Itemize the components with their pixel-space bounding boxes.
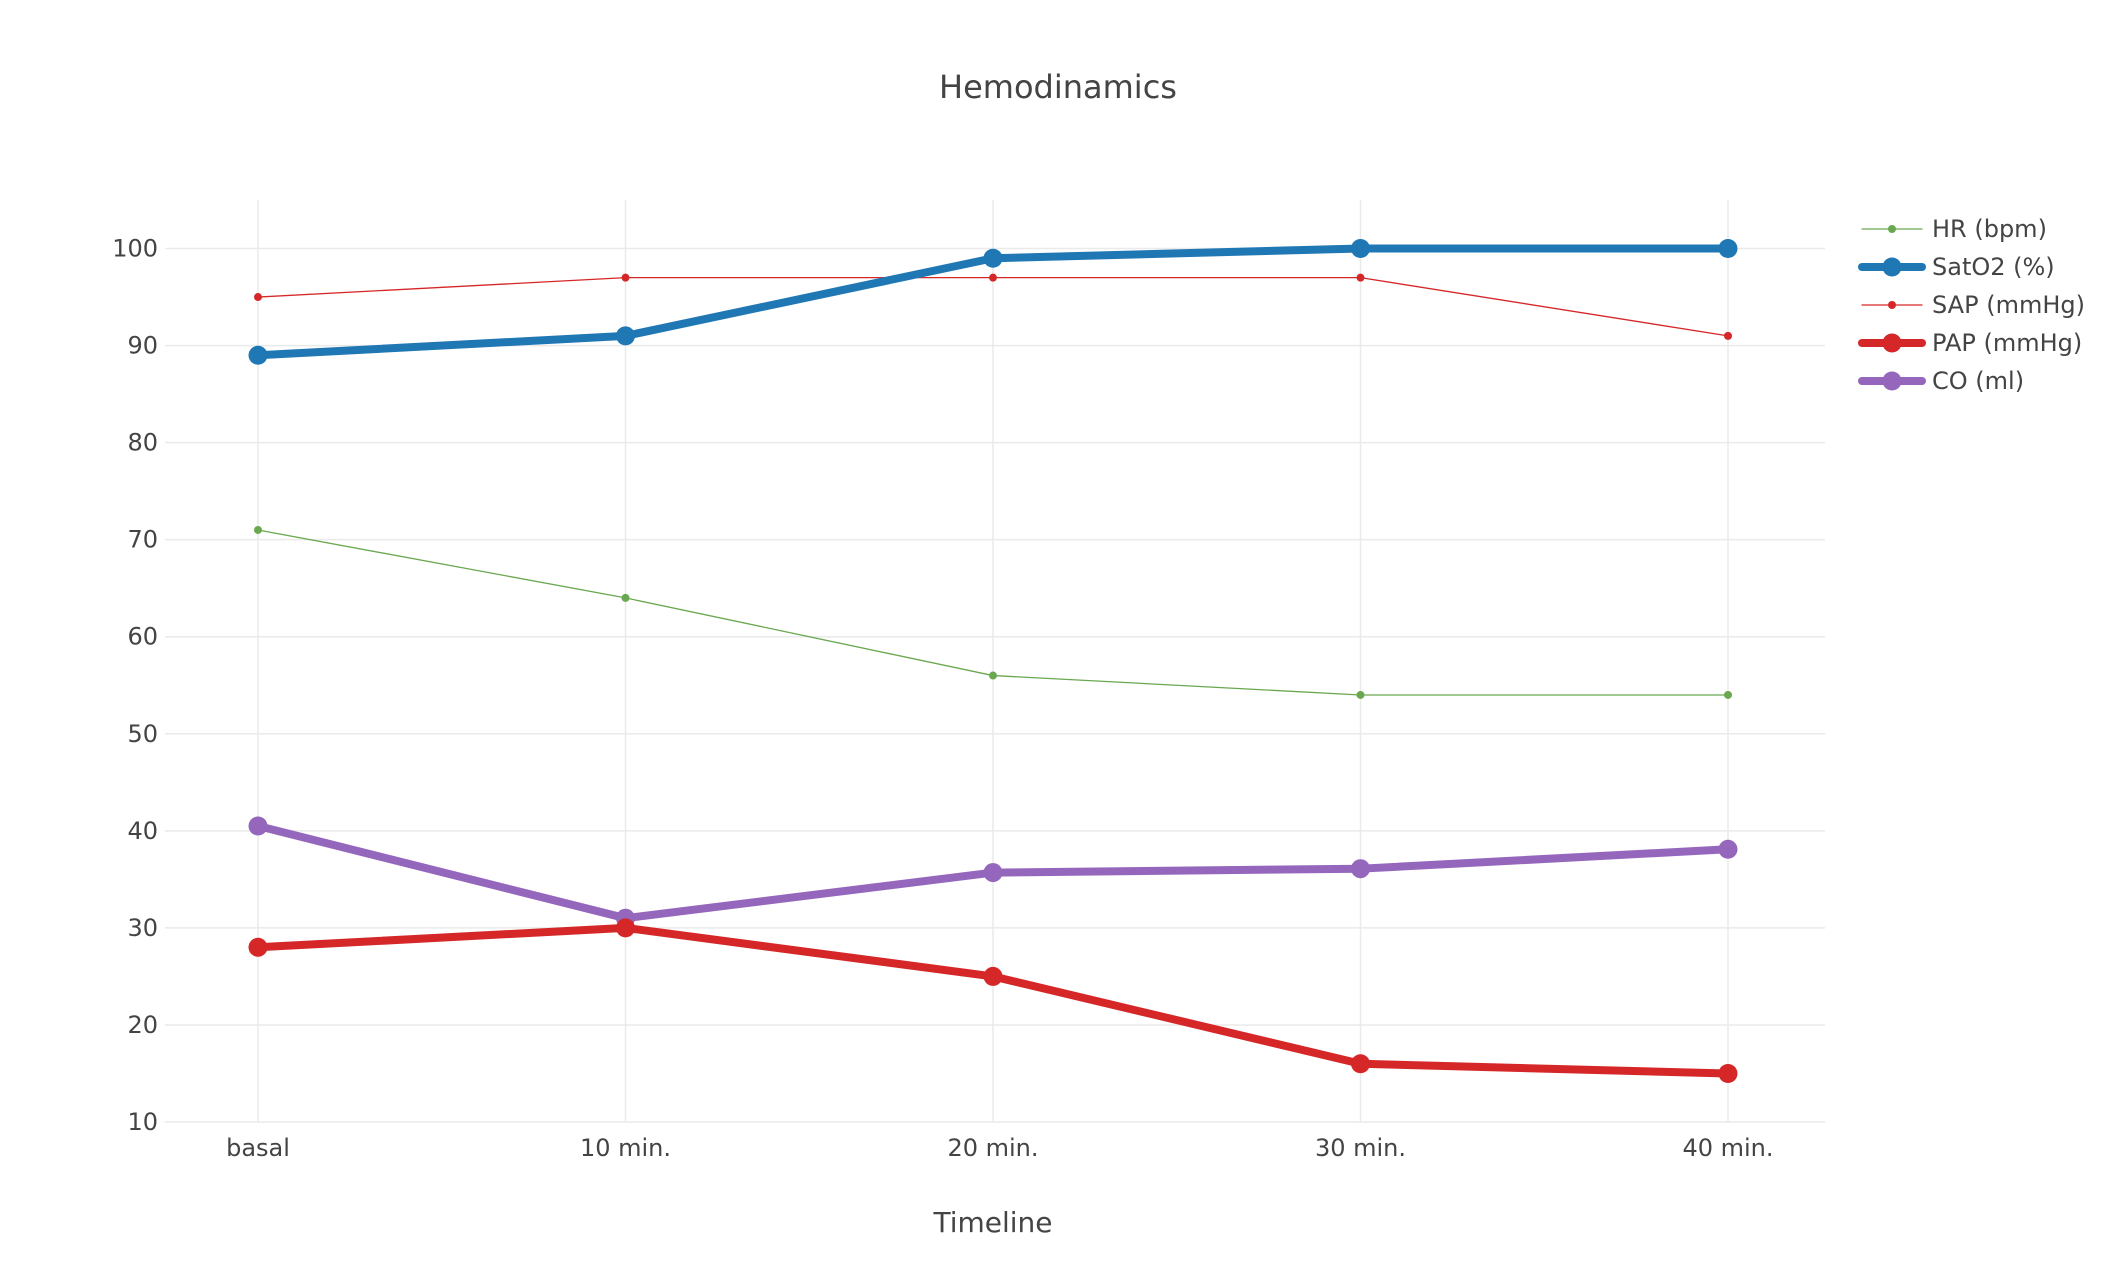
y-tick-label: 70	[127, 526, 158, 554]
y-tick-label: 10	[127, 1108, 158, 1136]
data-point	[1351, 859, 1370, 879]
legend-item[interactable]: HR (bpm)	[1861, 215, 2047, 243]
legend-swatch-marker	[1888, 225, 1896, 233]
data-point	[989, 671, 997, 680]
y-tick-label: 40	[127, 817, 158, 845]
data-point	[1718, 839, 1738, 859]
data-point	[1718, 1063, 1738, 1083]
series-layer	[248, 239, 1738, 1083]
series-4	[248, 918, 1738, 1083]
data-point	[1351, 1054, 1370, 1074]
legend-swatch-marker	[1888, 301, 1896, 309]
legend-label: SatO2 (%)	[1932, 253, 2055, 281]
y-tick-label: 30	[127, 914, 158, 942]
y-tick-label: 50	[127, 720, 158, 748]
data-point	[254, 525, 262, 534]
data-point	[621, 593, 630, 602]
data-point	[983, 248, 1003, 268]
legend-item[interactable]: CO (ml)	[1858, 367, 2024, 395]
legend-swatch-marker	[1882, 333, 1902, 353]
series-3	[254, 273, 1732, 340]
y-tick-label: 90	[127, 332, 158, 360]
legend-label: PAP (mmHg)	[1932, 329, 2082, 357]
y-tick-label: 20	[127, 1011, 158, 1039]
legend-label: SAP (mmHg)	[1932, 291, 2085, 319]
data-point	[616, 918, 635, 938]
legend-item[interactable]: SAP (mmHg)	[1861, 291, 2085, 319]
legend-label: HR (bpm)	[1932, 215, 2047, 243]
data-point	[621, 273, 630, 282]
data-point	[248, 345, 268, 365]
y-tick-label: 80	[127, 429, 158, 457]
legend-swatch-marker	[1882, 257, 1902, 277]
x-tick-label: 20 min.	[947, 1134, 1038, 1162]
data-point	[983, 966, 1003, 986]
x-tick-label: 30 min.	[1315, 1134, 1406, 1162]
x-tick-label: basal	[226, 1134, 290, 1162]
chart-title: Hemodinamics	[939, 68, 1177, 106]
legend-item[interactable]: PAP (mmHg)	[1858, 329, 2082, 357]
x-axis-title: Timeline	[932, 1206, 1052, 1239]
series-2	[248, 239, 1738, 365]
data-point	[983, 863, 1003, 883]
legend-item[interactable]: SatO2 (%)	[1858, 253, 2055, 281]
data-point	[1724, 690, 1732, 699]
data-point	[254, 293, 262, 302]
y-axis-ticks: 10 20 30 40 50 60 70 80 90 100	[112, 235, 158, 1136]
legend[interactable]: HR (bpm) SatO2 (%) SAP (mmHg) PAP (mmHg) CO …	[1858, 215, 2085, 395]
data-point	[1718, 239, 1738, 259]
legend-swatch-marker	[1882, 371, 1902, 391]
data-point	[616, 326, 635, 346]
y-tick-label: 60	[127, 623, 158, 651]
data-point	[989, 273, 997, 282]
data-point	[248, 816, 268, 836]
data-point	[248, 937, 268, 957]
data-point	[1356, 690, 1365, 699]
x-axis-ticks: basal 10 min. 20 min. 30 min. 40 min.	[226, 1134, 1773, 1162]
x-tick-label: 10 min.	[580, 1134, 671, 1162]
x-tick-label: 40 min.	[1682, 1134, 1773, 1162]
data-point	[1356, 273, 1365, 282]
series-1	[254, 525, 1732, 699]
legend-label: CO (ml)	[1932, 367, 2024, 395]
data-point	[1351, 239, 1370, 259]
data-point	[1724, 331, 1732, 340]
y-tick-label: 100	[112, 235, 158, 263]
